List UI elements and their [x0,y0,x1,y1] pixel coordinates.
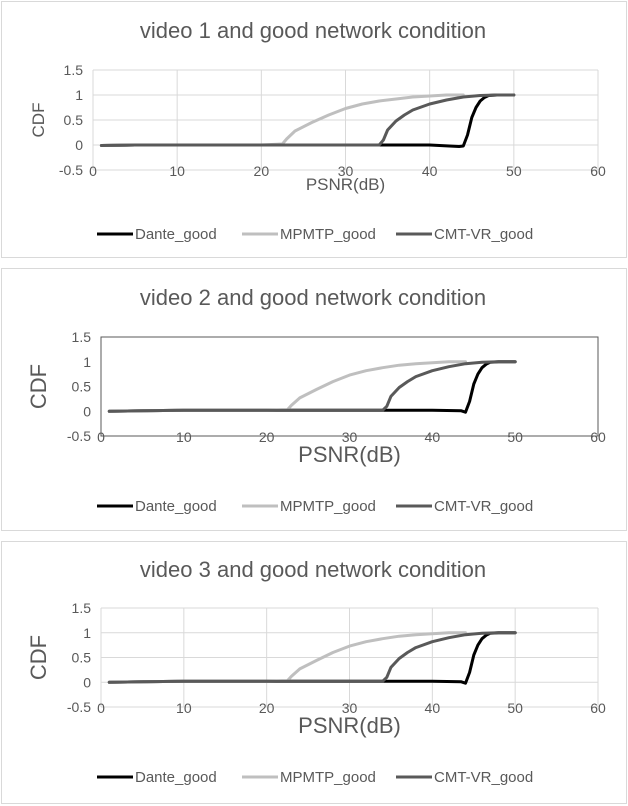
y-tick-label: 0.5 [72,650,92,666]
y-tick-label: 0.5 [72,379,92,395]
x-tick-label: 10 [169,163,185,179]
x-tick-label: 0 [97,429,105,445]
x-tick-label: 20 [259,700,275,716]
x-axis-label: PSNR(dB) [306,175,385,194]
chart-title: video 1 and good network condition [140,18,486,43]
y-tick-label: 1 [83,625,91,641]
x-tick-label: 40 [422,163,438,179]
x-tick-label: 50 [506,163,522,179]
y-axis-label: CDF [26,364,51,409]
x-tick-label: 30 [342,429,358,445]
y-tick-label: 1.5 [72,600,92,616]
series-line-CMT-VR_good [107,360,517,413]
x-axis-label: PSNR(dB) [298,442,401,467]
x-tick-label: 10 [176,429,192,445]
y-tick-label: 0 [83,403,91,419]
chart-title: video 2 and good network condition [140,285,486,310]
x-tick-label: 20 [254,163,270,179]
x-tick-label: 60 [590,429,606,445]
chart-title: video 3 and good network condition [140,557,486,582]
legend-label-Dante_good: Dante_good [135,769,217,786]
y-axis-label: CDF [26,635,51,680]
y-tick-label: 0 [75,137,83,153]
y-tick-label: 1 [75,87,83,103]
y-tick-label: 1.5 [64,62,84,78]
y-tick-label: 0.5 [64,112,84,128]
legend-label-CMT-VR_good: CMT-VR_good [434,498,533,515]
chart-area-border [1,541,627,804]
y-tick-label: -0.5 [67,699,91,715]
y-tick-label: 0 [83,674,91,690]
y-axis-label: CDF [29,103,48,138]
x-tick-label: 60 [590,163,606,179]
legend-label-MPMTP_good: MPMTP_good [280,769,376,786]
x-axis-label: PSNR(dB) [298,713,401,738]
legend-label-MPMTP_good: MPMTP_good [280,226,376,243]
chart-panel-2: video 2 and good network condition-0.500… [1,268,627,531]
series-line-CMT-VR_good [99,93,516,147]
chart-panel-3: video 3 and good network condition-0.500… [1,541,627,804]
x-tick-label: 0 [97,700,105,716]
chart-panel-1: video 1 and good network condition-0.500… [1,1,627,258]
series-line-CMT-VR_good [107,631,517,684]
legend-label-CMT-VR_good: CMT-VR_good [434,769,533,786]
x-tick-label: 20 [259,429,275,445]
chart-area-border [1,268,627,531]
x-tick-label: 10 [176,700,192,716]
x-tick-label: 30 [338,163,354,179]
y-tick-label: -0.5 [67,428,91,444]
x-tick-label: 0 [89,163,97,179]
legend-label-MPMTP_good: MPMTP_good [280,498,376,515]
chart-area-border [1,1,627,258]
legend-label-Dante_good: Dante_good [135,498,217,515]
x-tick-label: 40 [425,429,441,445]
y-tick-label: 1 [83,354,91,370]
plot-area-frame [100,336,599,437]
x-tick-label: 60 [590,700,606,716]
legend-label-CMT-VR_good: CMT-VR_good [434,226,533,243]
y-tick-label: 1.5 [72,329,92,345]
x-tick-label: 40 [425,700,441,716]
legend-label-Dante_good: Dante_good [135,226,217,243]
x-tick-label: 30 [342,700,358,716]
x-tick-label: 50 [507,700,523,716]
x-tick-label: 50 [507,429,523,445]
y-tick-label: -0.5 [59,162,83,178]
